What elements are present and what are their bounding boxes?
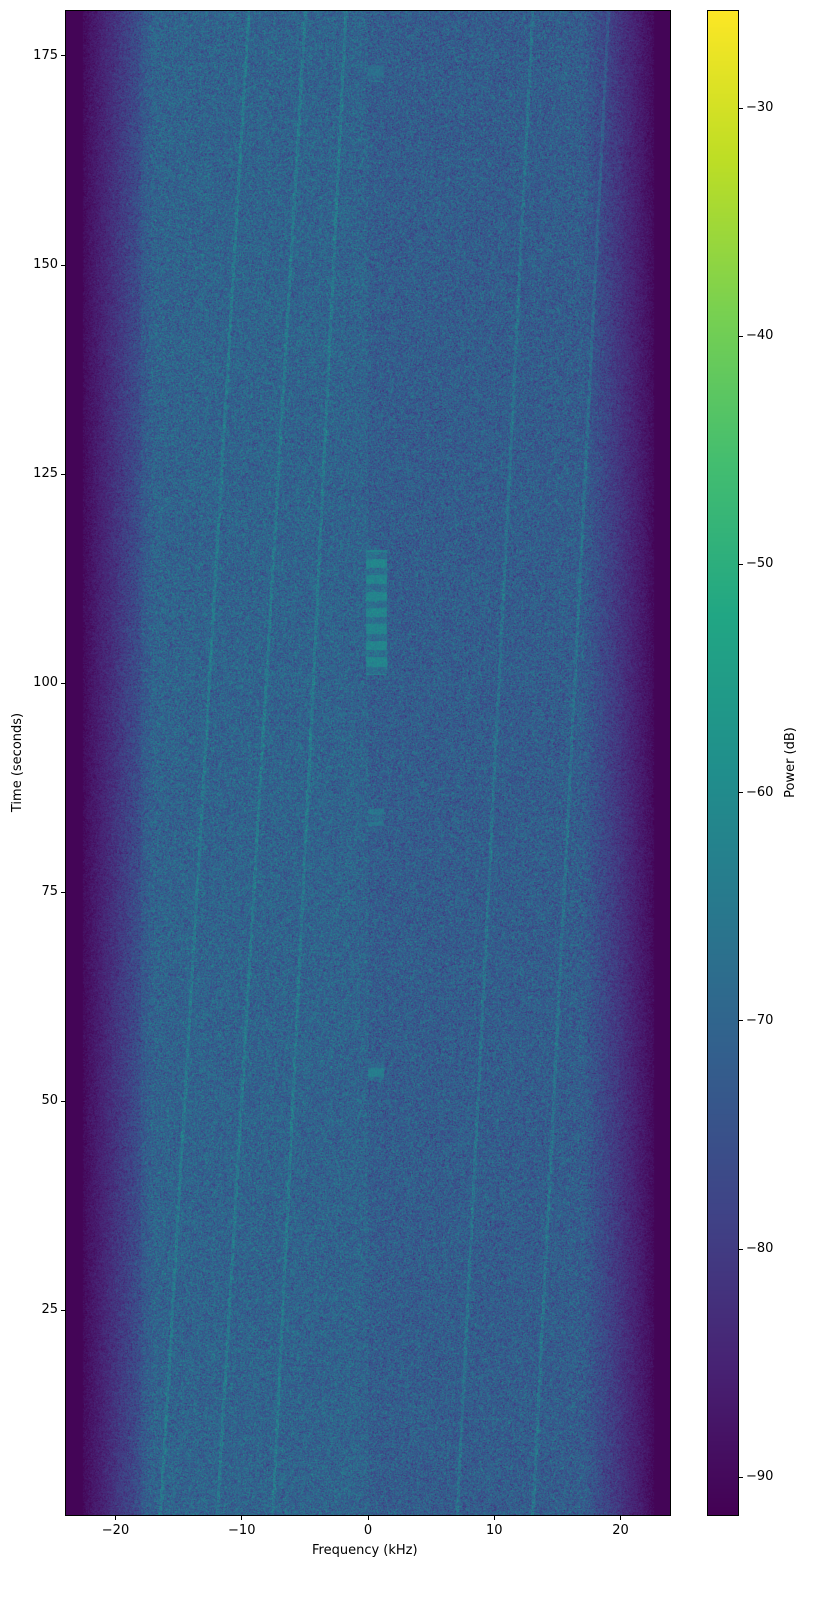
x-tick-label: 10 xyxy=(485,1523,503,1538)
colorbar-tick xyxy=(739,1248,743,1250)
x-tick xyxy=(241,1516,243,1520)
colorbar-label: Power (dB) xyxy=(782,727,798,798)
y-tick xyxy=(61,55,65,57)
colorbar-tick xyxy=(739,107,743,109)
colorbar-tick xyxy=(739,792,743,794)
x-tick-label: −10 xyxy=(228,1523,256,1538)
colorbar-tick-label: −60 xyxy=(746,784,774,800)
colorbar-tick-label: −70 xyxy=(746,1012,774,1028)
y-tick-label: 175 xyxy=(33,47,58,63)
y-axis-label: Time (seconds) xyxy=(10,712,26,813)
y-tick xyxy=(61,1309,65,1311)
y-tick xyxy=(61,264,65,266)
x-tick-label: 0 xyxy=(363,1523,373,1538)
colorbar-tick-label: −40 xyxy=(746,328,774,344)
colorbar-tick xyxy=(739,335,743,337)
spectrogram-heatmap xyxy=(65,10,671,1516)
y-tick xyxy=(61,682,65,684)
x-tick-label: −20 xyxy=(101,1523,130,1538)
colorbar-tick-label: −30 xyxy=(746,100,774,116)
colorbar-tick-label: −50 xyxy=(746,556,774,572)
plot-frame xyxy=(65,10,671,1516)
y-tick-label: 100 xyxy=(33,675,58,691)
y-tick-label: 75 xyxy=(41,884,58,900)
x-axis-label: Frequency (kHz) xyxy=(312,1543,418,1558)
x-tick xyxy=(493,1516,495,1520)
colorbar-tick xyxy=(739,1476,743,1478)
colorbar xyxy=(707,10,739,1516)
colorbar-gradient xyxy=(707,10,739,1516)
y-tick-label: 50 xyxy=(41,1093,58,1109)
spectrogram-plot xyxy=(65,10,671,1516)
colorbar-tick xyxy=(739,563,743,565)
y-tick-label: 25 xyxy=(41,1302,58,1318)
x-tick xyxy=(367,1516,369,1520)
colorbar-tick-label: −90 xyxy=(746,1469,774,1485)
y-tick xyxy=(61,473,65,475)
x-tick xyxy=(620,1516,621,1520)
x-tick xyxy=(115,1516,116,1520)
colorbar-frame xyxy=(707,10,739,1516)
colorbar-tick-label: −80 xyxy=(746,1241,774,1257)
y-tick-label: 125 xyxy=(33,466,58,482)
y-tick xyxy=(61,891,65,893)
y-tick xyxy=(61,1100,65,1102)
colorbar-tick xyxy=(739,1020,743,1022)
y-tick-label: 150 xyxy=(33,257,58,273)
x-tick-label: 20 xyxy=(612,1523,629,1538)
